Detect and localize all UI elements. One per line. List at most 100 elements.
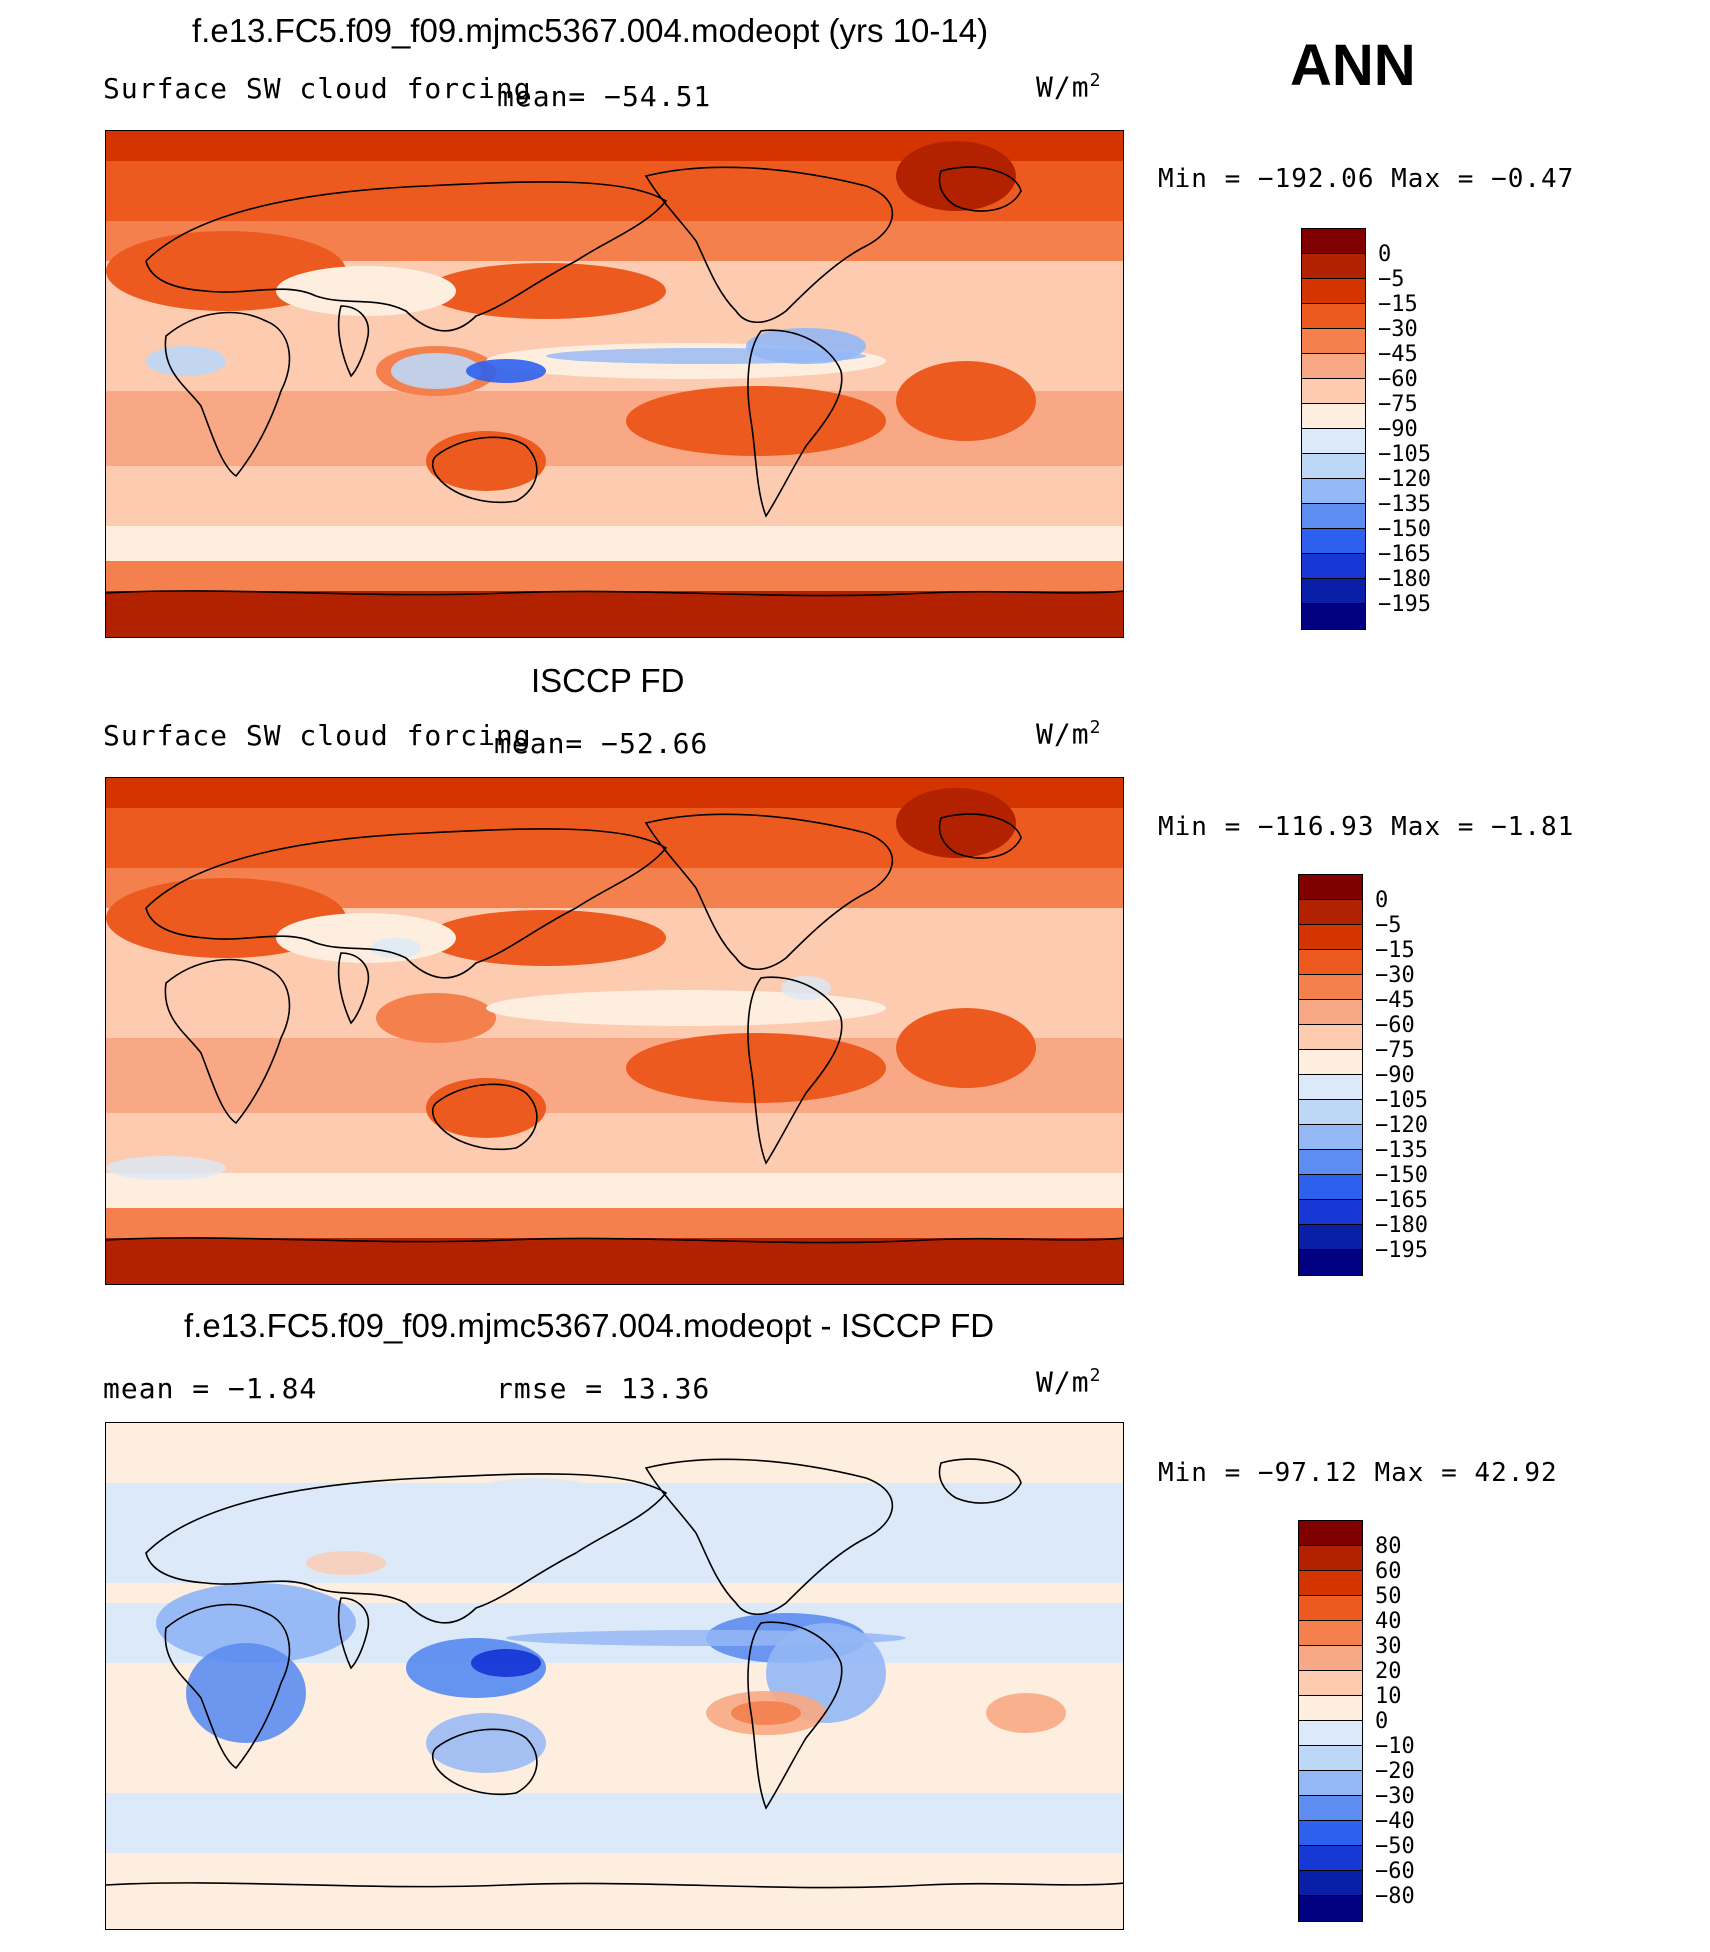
colorbar-swatch (1299, 1125, 1362, 1150)
units-exp: 2 (1089, 717, 1102, 738)
colorbar-tick-label: −120 (1375, 1113, 1428, 1138)
colorbar-swatch (1299, 1025, 1362, 1050)
panel-3-units: W/m2 (1036, 1365, 1101, 1398)
colorbar-swatch (1299, 1771, 1362, 1796)
colorbar-tick-label: −90 (1378, 417, 1418, 442)
colorbar-swatch (1299, 1000, 1362, 1025)
colorbar-tick-label: −60 (1378, 367, 1418, 392)
colorbar-swatch (1302, 479, 1365, 504)
colorbar-tick-label: −20 (1375, 1759, 1415, 1784)
colorbar-swatch (1299, 1821, 1362, 1846)
colorbar-swatch (1302, 454, 1365, 479)
colorbar-swatch (1299, 1571, 1362, 1596)
colorbar-swatch (1299, 1250, 1362, 1275)
colorbar-swatch (1299, 1621, 1362, 1646)
colorbar-swatch (1299, 1846, 1362, 1871)
colorbar-tick-label: −180 (1378, 567, 1431, 592)
colorbar-swatch (1302, 254, 1365, 279)
colorbar-tick-label: 60 (1375, 1559, 1402, 1584)
panel-1-variable: Surface SW cloud forcing (103, 72, 532, 105)
colorbar-swatch (1299, 1646, 1362, 1671)
colorbar-swatch (1299, 1871, 1362, 1896)
colorbar-swatch (1299, 1596, 1362, 1621)
colorbar-swatch (1302, 229, 1365, 254)
colorbar-tick-label: −75 (1375, 1038, 1415, 1063)
colorbar-swatch (1299, 1521, 1362, 1546)
colorbar-swatch (1302, 279, 1365, 304)
colorbar-tick-label: −80 (1375, 1884, 1415, 1909)
colorbar-tick-label: −60 (1375, 1013, 1415, 1038)
colorbar-tick-label: −5 (1378, 267, 1405, 292)
colorbar-swatch (1299, 1721, 1362, 1746)
colorbar-swatch (1302, 304, 1365, 329)
panel-1-map (105, 130, 1124, 638)
colorbar-swatch (1302, 504, 1365, 529)
colorbar-swatch (1299, 1796, 1362, 1821)
colorbar-tick-label: −165 (1375, 1188, 1428, 1213)
colorbar-tick-label: −135 (1375, 1138, 1428, 1163)
panel-1-colorbar-ticks: 0 −5 −15 −30 −45 −60 −75 −90 −105 −120 −135 −150 −16… (1378, 242, 1431, 617)
colorbar-tick-label: 30 (1375, 1634, 1402, 1659)
colorbar-swatch (1302, 429, 1365, 454)
colorbar-swatch (1302, 354, 1365, 379)
colorbar-swatch (1299, 1100, 1362, 1125)
colorbar-swatch (1302, 404, 1365, 429)
colorbar-tick-label: 40 (1375, 1609, 1402, 1634)
colorbar-tick-label: −45 (1375, 988, 1415, 1013)
colorbar-swatch (1299, 1150, 1362, 1175)
panel-1-minmax: Min = −192.06 Max = −0.47 (1158, 164, 1575, 194)
colorbar-swatch (1299, 875, 1362, 900)
colorbar-tick-label: −60 (1375, 1859, 1415, 1884)
colorbar-tick-label: −30 (1375, 963, 1415, 988)
colorbar-tick-label: −5 (1375, 913, 1402, 938)
colorbar-tick-label: −50 (1375, 1834, 1415, 1859)
colorbar-tick-label: −195 (1378, 592, 1431, 617)
panel-2-colorbar (1298, 874, 1363, 1276)
colorbar-swatch (1299, 900, 1362, 925)
colorbar-swatch (1299, 950, 1362, 975)
panel-3-title: f.e13.FC5.f09_f09.mjmc5367.004.modeopt -… (184, 1307, 995, 1344)
colorbar-swatch (1299, 1050, 1362, 1075)
units-exp: 2 (1089, 1365, 1102, 1386)
colorbar-tick-label: −15 (1378, 292, 1418, 317)
panel-2-title: ISCCP FD (531, 662, 685, 699)
colorbar-tick-label: −10 (1375, 1734, 1415, 1759)
colorbar-tick-label: 20 (1375, 1659, 1402, 1684)
panel-1-units: W/m2 (1036, 70, 1101, 103)
colorbar-tick-label: −165 (1378, 542, 1431, 567)
units-base: W/m (1036, 70, 1090, 104)
colorbar-tick-label: −105 (1378, 442, 1431, 467)
colorbar-tick-label: 10 (1375, 1684, 1402, 1709)
colorbar-tick-label: −195 (1375, 1238, 1428, 1263)
panel-2-variable: Surface SW cloud forcing (103, 719, 532, 752)
colorbar-tick-label: −180 (1375, 1213, 1428, 1238)
panel-3-minmax: Min = −97.12 Max = 42.92 (1158, 1458, 1558, 1488)
panel-2-map (105, 777, 1124, 1285)
colorbar-swatch (1302, 529, 1365, 554)
colorbar-swatch (1299, 1200, 1362, 1225)
colorbar-tick-label: −105 (1375, 1088, 1428, 1113)
colorbar-swatch (1299, 1175, 1362, 1200)
panel-2-colorbar-ticks: 0 −5 −15 −30 −45 −60 −75 −90 −105 −120 −135 −150 −16… (1375, 888, 1428, 1263)
colorbar-tick-label: −150 (1378, 517, 1431, 542)
colorbar-tick-label: −40 (1375, 1809, 1415, 1834)
colorbar-tick-label: −30 (1375, 1784, 1415, 1809)
colorbar-swatch (1302, 379, 1365, 404)
panel-2-units: W/m2 (1036, 717, 1101, 750)
panel-3-map (105, 1422, 1124, 1930)
panel-1-title: f.e13.FC5.f09_f09.mjmc5367.004.modeopt (… (192, 12, 989, 49)
colorbar-swatch (1299, 1075, 1362, 1100)
colorbar-swatch (1299, 1546, 1362, 1571)
colorbar-tick-label: −135 (1378, 492, 1431, 517)
panel-3-rmse: rmse = 13.36 (496, 1372, 711, 1405)
panel-1-mean: mean= −54.51 (497, 80, 712, 113)
colorbar-tick-label: −90 (1375, 1063, 1415, 1088)
colorbar-swatch (1302, 554, 1365, 579)
colorbar-tick-label: 0 (1375, 888, 1389, 913)
colorbar-swatch (1302, 579, 1365, 604)
colorbar-swatch (1299, 925, 1362, 950)
colorbar-swatch (1299, 1225, 1362, 1250)
colorbar-tick-label: 80 (1375, 1534, 1402, 1559)
panel-3-mean: mean = −1.84 (103, 1372, 318, 1405)
colorbar-tick-label: −150 (1375, 1163, 1428, 1188)
